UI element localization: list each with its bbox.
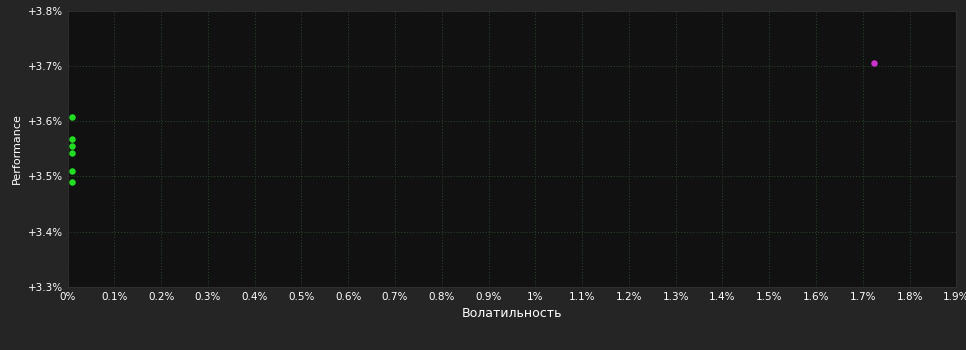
Y-axis label: Performance: Performance — [13, 113, 22, 184]
Point — [867, 60, 882, 66]
Point — [65, 179, 80, 185]
Point — [65, 143, 80, 149]
Point — [65, 150, 80, 156]
X-axis label: Волатильность: Волатильность — [462, 307, 562, 320]
Point — [65, 168, 80, 174]
Point — [65, 114, 80, 119]
Point — [65, 136, 80, 142]
